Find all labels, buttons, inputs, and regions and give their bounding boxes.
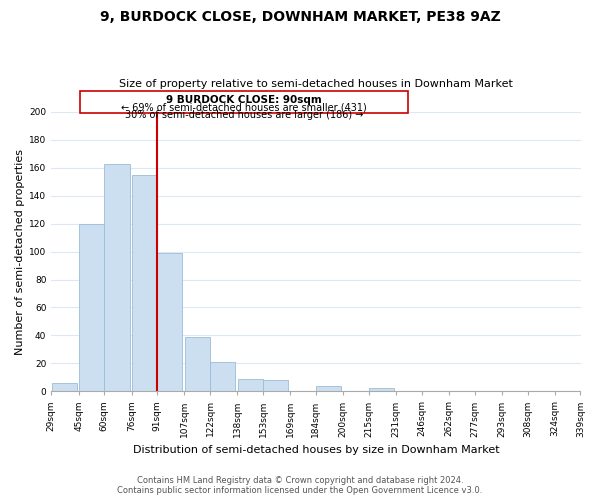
Bar — [157, 253, 182, 392]
Bar — [263, 380, 289, 392]
Bar — [52, 383, 77, 392]
Y-axis label: Number of semi-detached properties: Number of semi-detached properties — [15, 148, 25, 354]
Bar — [132, 175, 157, 392]
Text: 30% of semi-detached houses are larger (186) →: 30% of semi-detached houses are larger (… — [125, 110, 364, 120]
Text: 9 BURDOCK CLOSE: 90sqm: 9 BURDOCK CLOSE: 90sqm — [166, 95, 322, 105]
Bar — [104, 164, 130, 392]
Bar — [79, 224, 104, 392]
Bar — [369, 388, 394, 392]
Bar — [238, 378, 263, 392]
Text: 9, BURDOCK CLOSE, DOWNHAM MARKET, PE38 9AZ: 9, BURDOCK CLOSE, DOWNHAM MARKET, PE38 9… — [100, 10, 500, 24]
Title: Size of property relative to semi-detached houses in Downham Market: Size of property relative to semi-detach… — [119, 79, 513, 89]
FancyBboxPatch shape — [80, 91, 408, 112]
Text: ← 69% of semi-detached houses are smaller (431): ← 69% of semi-detached houses are smalle… — [121, 103, 367, 113]
Bar — [316, 386, 341, 392]
X-axis label: Distribution of semi-detached houses by size in Downham Market: Distribution of semi-detached houses by … — [133, 445, 499, 455]
Bar — [211, 362, 235, 392]
Text: Contains HM Land Registry data © Crown copyright and database right 2024.
Contai: Contains HM Land Registry data © Crown c… — [118, 476, 482, 495]
Bar — [185, 337, 210, 392]
